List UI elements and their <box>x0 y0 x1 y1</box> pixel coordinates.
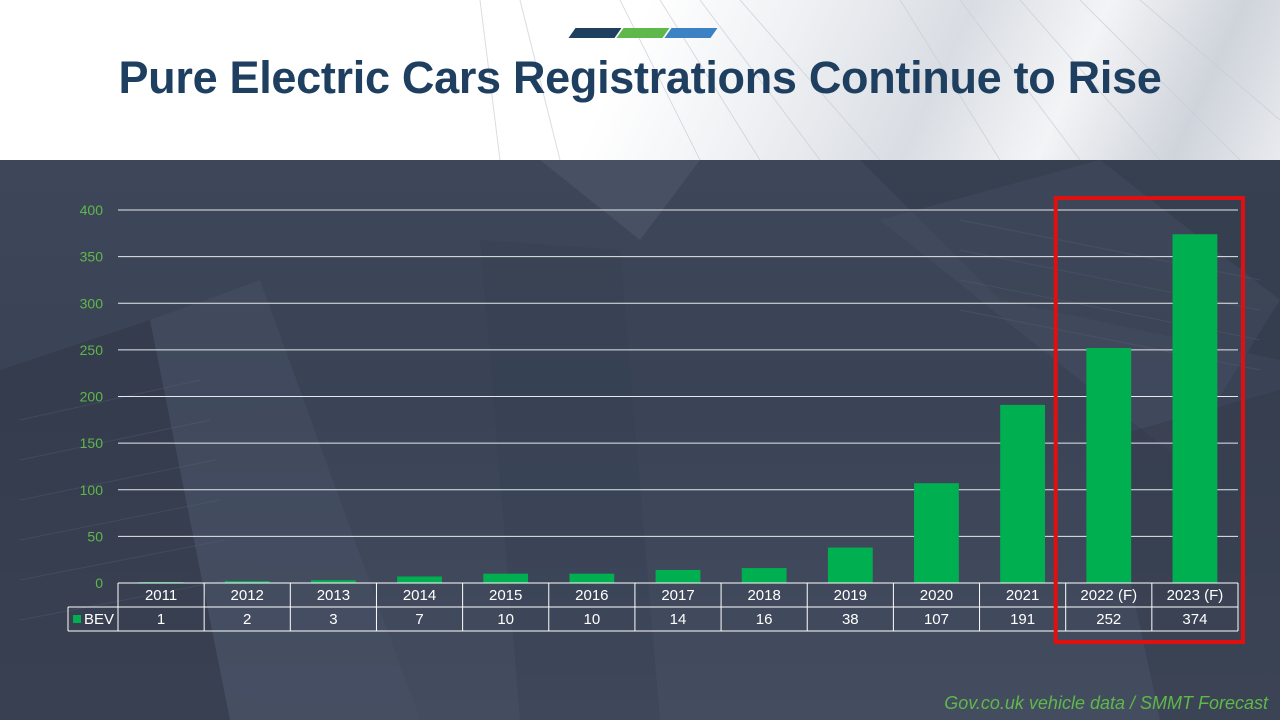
data-value-label: 374 <box>1182 611 1207 628</box>
data-value-label: 3 <box>329 611 337 628</box>
y-tick-label: 350 <box>80 249 104 265</box>
forecast-highlight-box <box>1053 196 1245 644</box>
bar-2015 <box>483 573 529 583</box>
x-category-label: 2018 <box>747 587 780 604</box>
x-category-label: 2016 <box>575 587 608 604</box>
y-tick-label: 0 <box>95 575 103 591</box>
bar-2023-F <box>1172 234 1218 583</box>
y-tick-label: 50 <box>87 528 103 544</box>
y-tick-label: 200 <box>80 389 104 405</box>
y-tick-label: 300 <box>80 295 104 311</box>
y-tick-label: 100 <box>80 482 104 498</box>
bar-2016 <box>569 573 615 583</box>
x-category-label: 2012 <box>231 587 264 604</box>
x-category-label: 2019 <box>834 587 867 604</box>
data-value-label: 38 <box>842 611 859 628</box>
x-category-label: 2013 <box>317 587 350 604</box>
x-category-label: 2015 <box>489 587 522 604</box>
data-value-label: 16 <box>756 611 773 628</box>
legend-swatch-bev <box>73 615 81 623</box>
y-tick-label: 250 <box>80 342 104 358</box>
bar-2018 <box>741 568 787 583</box>
data-value-label: 10 <box>584 611 601 628</box>
bar-2013 <box>310 580 356 583</box>
data-value-label: 191 <box>1010 611 1035 628</box>
bar-2022-F <box>1086 348 1132 583</box>
x-category-label: 2022 (F) <box>1080 587 1137 604</box>
data-value-label: 1 <box>157 611 165 628</box>
data-value-label: 252 <box>1096 611 1121 628</box>
y-tick-label: 400 <box>80 202 104 218</box>
header-background-graphic <box>479 0 1280 160</box>
bar-2014 <box>397 576 442 583</box>
data-value-label: 107 <box>924 611 949 628</box>
bar-2017 <box>655 569 701 583</box>
x-category-label: 2014 <box>403 587 436 604</box>
slide-header: Pure Electric Cars Registrations Continu… <box>0 0 1280 160</box>
data-value-label: 14 <box>670 611 687 628</box>
data-value-label: 7 <box>415 611 423 628</box>
bar-2020 <box>914 483 959 583</box>
slide-title: Pure Electric Cars Registrations Continu… <box>118 52 1162 103</box>
source-note: Gov.co.uk vehicle data / SMMT Forecast <box>944 693 1268 713</box>
bar-2012 <box>224 581 270 583</box>
bar-2019 <box>827 547 873 583</box>
bar-2021 <box>1000 404 1046 583</box>
x-category-label: 2021 <box>1006 587 1039 604</box>
x-category-label: 2023 (F) <box>1167 587 1224 604</box>
y-tick-label: 150 <box>80 435 104 451</box>
x-category-label: 2017 <box>661 587 694 604</box>
x-category-label: 2011 <box>145 587 177 604</box>
x-category-label: 2020 <box>920 587 953 604</box>
data-value-label: 2 <box>243 611 251 628</box>
data-value-label: 10 <box>497 611 514 628</box>
legend-label-bev: BEV <box>84 611 114 628</box>
